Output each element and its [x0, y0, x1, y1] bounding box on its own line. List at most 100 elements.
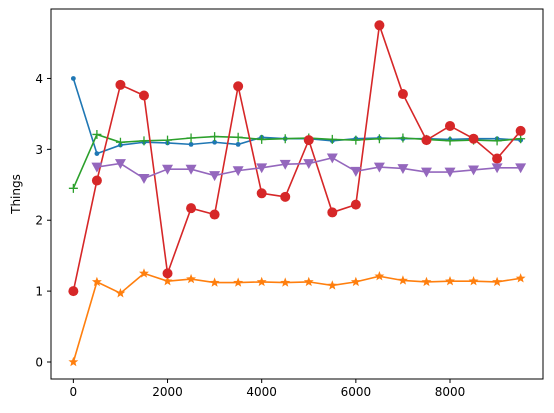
data-point — [115, 79, 126, 90]
data-point — [515, 273, 526, 283]
x-tick-label: 0 — [70, 385, 78, 399]
data-point — [139, 136, 149, 146]
data-point — [515, 125, 526, 136]
data-point — [232, 166, 244, 177]
series-line — [72, 78, 521, 155]
data-point — [138, 90, 149, 101]
data-point — [209, 277, 220, 287]
data-point — [445, 136, 455, 146]
data-point — [468, 165, 480, 176]
data-point — [186, 203, 197, 214]
data-point — [350, 166, 362, 177]
data-point — [374, 134, 384, 144]
data-point — [350, 199, 361, 210]
data-point — [279, 159, 291, 170]
series-layer — [68, 20, 527, 367]
data-point — [115, 288, 126, 298]
data-point — [68, 356, 79, 367]
data-point — [94, 151, 100, 156]
data-point — [212, 139, 218, 145]
data-point — [515, 163, 527, 174]
y-axis: 0 1 2 3 4 — [35, 72, 51, 369]
data-point — [186, 133, 196, 143]
data-point — [445, 275, 455, 286]
data-point — [233, 132, 243, 142]
data-point — [114, 159, 126, 170]
data-point — [188, 141, 194, 147]
data-point — [327, 207, 338, 218]
data-point — [397, 275, 408, 285]
data-point — [162, 268, 173, 279]
data-point — [303, 159, 315, 170]
data-point — [374, 271, 385, 281]
data-point — [257, 134, 267, 144]
data-point — [492, 153, 503, 164]
data-point — [280, 191, 291, 202]
data-point — [421, 135, 432, 146]
data-point — [209, 209, 220, 220]
data-point — [327, 280, 338, 290]
data-point — [185, 164, 197, 175]
data-point — [209, 171, 221, 182]
data-point — [138, 174, 150, 184]
data-point — [350, 276, 361, 287]
data-point — [162, 164, 174, 175]
data-point — [162, 275, 173, 286]
y-tick-label: 4 — [35, 72, 43, 86]
x-tick-label: 2000 — [152, 385, 183, 399]
data-point — [491, 163, 503, 174]
data-point — [327, 134, 337, 144]
series-2 — [68, 268, 526, 367]
data-point — [468, 275, 479, 286]
x-tick-label: 4000 — [246, 385, 277, 399]
y-axis-label: Things — [9, 174, 23, 215]
data-point — [398, 133, 408, 143]
series-5 — [91, 153, 527, 184]
y-tick-label: 1 — [35, 285, 43, 299]
data-point — [420, 167, 432, 178]
data-point — [280, 134, 290, 144]
x-tick-label: 8000 — [435, 385, 466, 399]
data-point — [91, 276, 102, 287]
data-point — [445, 120, 456, 131]
data-point — [256, 163, 268, 174]
data-point — [492, 276, 503, 287]
data-point — [139, 268, 149, 278]
data-point — [91, 162, 103, 173]
data-point — [303, 276, 314, 287]
data-point — [397, 164, 409, 174]
data-point — [70, 76, 76, 81]
data-point — [303, 135, 314, 146]
data-point — [256, 188, 267, 199]
data-point — [256, 276, 267, 287]
data-point — [186, 273, 197, 284]
y-tick-label: 2 — [35, 214, 43, 228]
data-point — [444, 167, 456, 178]
data-point — [163, 135, 173, 145]
series-1 — [70, 76, 524, 156]
data-point — [68, 183, 78, 193]
data-point — [280, 277, 291, 287]
data-point — [421, 276, 432, 287]
y-tick-label: 3 — [35, 143, 43, 157]
series-line — [72, 25, 522, 292]
data-point — [326, 153, 338, 164]
data-point — [397, 89, 408, 100]
data-point — [468, 133, 479, 144]
data-point — [235, 141, 241, 147]
series-line — [72, 272, 521, 363]
data-point — [91, 175, 102, 186]
x-tick-label: 6000 — [341, 385, 372, 399]
y-tick-label: 0 — [35, 355, 43, 369]
data-point — [210, 132, 220, 142]
data-point — [374, 20, 385, 31]
axes-frame — [50, 8, 544, 380]
series-4 — [68, 20, 526, 297]
data-point — [68, 286, 79, 297]
data-point — [233, 81, 244, 92]
data-point — [233, 277, 244, 287]
data-point — [115, 137, 125, 147]
data-point — [492, 136, 502, 146]
data-point — [373, 162, 385, 173]
